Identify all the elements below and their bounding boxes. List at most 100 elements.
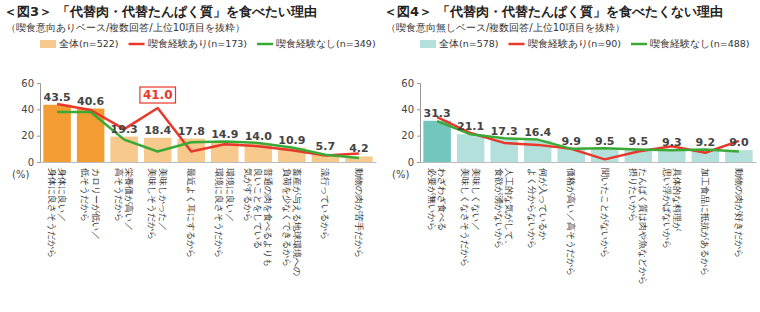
tick-label-line: 普通の肉を食べるよりも: [263, 168, 273, 267]
legend-swatch: [420, 40, 436, 48]
tick-label: 動物の肉が苦手だから: [354, 168, 364, 258]
bar: [658, 150, 685, 162]
tick: [417, 136, 420, 137]
y-axis: 0204060: [401, 78, 420, 168]
tick-group: 動物の肉が苦手だから: [354, 168, 364, 258]
data-label: 9.3: [662, 136, 682, 149]
tick-label-line: 最近よく耳にするから: [186, 168, 196, 258]
tick-label: たんぱく質は肉や魚などから摂りたいから: [628, 168, 648, 285]
tick-group: 美味しかった／美味しそうだから: [147, 168, 167, 240]
tick: [37, 136, 40, 137]
data-labels: 43.540.619.318.417.814.914.010.95.74.241…: [44, 87, 369, 155]
legend-swatch: [40, 40, 56, 48]
tick-label: 最近よく耳にするから: [186, 168, 196, 258]
tick-group: 具体的な料理が思い浮かばないから: [662, 167, 682, 249]
line: [437, 121, 739, 151]
tick-label: 人工的な気がして、食欲が湧かないから: [494, 168, 514, 249]
tick-label-line: 環境に良さそうだから: [214, 168, 224, 258]
tick: [37, 83, 40, 84]
tick-label: 60: [21, 78, 34, 89]
tick-label-line: 必要が無いから: [427, 168, 437, 231]
tick: [37, 109, 40, 110]
data-label: 31.3: [424, 107, 451, 120]
tick-label-line: よく分からないから: [527, 168, 537, 249]
tick-label: 流行っているから: [320, 168, 330, 240]
tick-group: 何が入っているかよく分からないから: [527, 168, 547, 249]
tick-label-line: 食欲が湧かないから: [494, 168, 504, 249]
tick-group: 20: [21, 130, 40, 141]
tick-label-line: 美味しくない／: [471, 168, 481, 231]
legend-label: 喫食経験あり(n=173): [148, 38, 248, 49]
tick-label-line: 低そうだから: [80, 168, 90, 222]
data-label: 40.6: [77, 95, 104, 108]
tick-group: たんぱく質は肉や魚などから摂りたいから: [628, 168, 648, 285]
tick-group: 0: [408, 157, 420, 168]
tick-label: 0: [408, 157, 414, 168]
tick-group: 60: [21, 78, 40, 89]
data-label: 9.2: [696, 136, 716, 149]
tick-label: 普通の肉を食べるよりも良いことをしている気がするから: [243, 168, 274, 267]
tick-label-line: 流行っているから: [320, 168, 330, 240]
x-axis: わざわざ食べる必要が無いから美味しくない／美味しくなさそうだから人工的な気がして…: [421, 163, 757, 286]
tick-label-line: わざわざ食べる: [437, 168, 447, 231]
data-label: 10.9: [278, 134, 305, 147]
tick-group: 畜産が与える地球環境への負荷を少なくできるから: [282, 168, 302, 276]
chart-svg: ＜図3＞ 「代替肉・代替たんぱく質」を食べたい理由（喫食意向ありベース/複数回答…: [0, 0, 760, 312]
data-label: 41.0: [143, 88, 173, 102]
tick-label: 栄養価が高い／高そうだから: [114, 168, 134, 231]
tick-label-line: 動物の肉が苦手だから: [354, 168, 364, 258]
tick-label: 聞いたことがないから: [600, 168, 610, 258]
marks: [423, 117, 752, 162]
tick: [417, 83, 420, 84]
tick-label-line: 美味しかった／: [158, 168, 168, 231]
tick-label: わざわざ食べる必要が無いから: [427, 168, 447, 231]
tick-group: 環境に良い／環境に良さそうだから: [214, 168, 234, 258]
legend-label: 全体(n=578): [439, 38, 499, 49]
tick-label-line: 高そうだから: [114, 168, 124, 222]
tick-group: 聞いたことがないから: [600, 168, 610, 258]
tick-label-line: 思い浮かばないから: [662, 167, 672, 249]
legend-label: 喫食経験なし(n=488): [650, 38, 750, 49]
tick-label-line: 身体に良さそうだから: [47, 168, 57, 258]
tick-label: 身体に良い／身体に良さそうだから: [47, 168, 67, 258]
data-label: 16.4: [524, 126, 551, 139]
tick-label: 何が入っているかよく分からないから: [527, 168, 547, 249]
tick-group: 流行っているから: [320, 168, 330, 240]
axis-line: [417, 84, 421, 163]
tick: [417, 162, 420, 163]
legend-swatch: [257, 43, 273, 46]
tick-label-line: 畜産が与える地球環境への: [292, 168, 302, 276]
line: [437, 117, 739, 159]
tick-group: 動物の肉が好きだから: [734, 168, 744, 258]
tick-group: カロリーが低い／低そうだから: [80, 168, 100, 240]
tick-label: 価格が高い／高そうだから: [566, 168, 576, 276]
axis-line: [421, 162, 757, 163]
bar: [43, 105, 70, 162]
annotation-box: [140, 87, 176, 103]
data-label: 9.0: [729, 136, 749, 149]
marks: [43, 104, 372, 162]
tick-label-line: 身体に良い／: [57, 168, 67, 222]
legend-swatch: [631, 43, 647, 46]
tick-label-line: 聞いたことがないから: [600, 168, 610, 258]
y-axis: 0 20 40 60: [21, 78, 40, 168]
line: [57, 104, 359, 155]
tick-label-line: 負荷を少なくできるから: [282, 168, 292, 267]
data-label: 9.5: [629, 135, 649, 148]
title: ＜図4＞ 「代替肉・代替たんぱく質」を食べたくない理由: [384, 4, 723, 19]
tick-group: 普通の肉を食べるよりも良いことをしている気がするから: [243, 168, 274, 267]
data-label: 21.1: [457, 120, 484, 133]
bar: [423, 121, 450, 162]
tick-group: 栄養価が高い／高そうだから: [114, 168, 134, 231]
tick-label-line: 動物の肉が好きだから: [734, 168, 744, 258]
title: ＜図3＞ 「代替肉・代替たんぱく質」を食べたい理由: [4, 4, 317, 19]
tick-label-line: 何が入っているか: [538, 168, 548, 240]
tick-label-line: 良いことをしている: [253, 168, 263, 249]
tick-group: 加工食品に抵抗があるから: [700, 168, 710, 276]
tick-label: 20: [401, 130, 414, 141]
tick-group: 60: [401, 78, 420, 89]
tick-label-line: 具体的な料理が: [672, 168, 682, 232]
tick-label: 0: [28, 157, 34, 168]
tick-group: 40: [21, 104, 40, 115]
chart-panel: ＜図4＞ 「代替肉・代替たんぱく質」を食べたくない理由（喫食意向無しベース/複数…: [384, 4, 757, 285]
